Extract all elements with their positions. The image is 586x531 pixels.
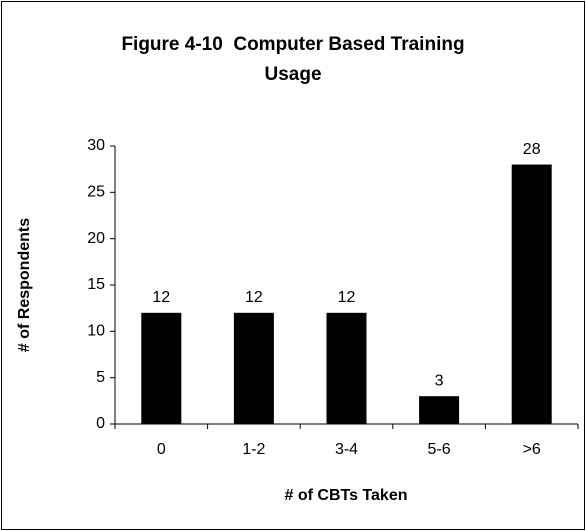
x-tick-label: 5-6: [428, 441, 451, 458]
y-tick-label: 30: [87, 137, 105, 154]
bar: [233, 312, 274, 424]
x-tick-label: 3-4: [335, 441, 358, 458]
y-tick-label: 5: [96, 369, 105, 386]
data-label: 3: [435, 372, 444, 389]
data-label: 12: [152, 289, 170, 306]
bar: [511, 164, 552, 425]
y-tick-label: 0: [96, 415, 105, 432]
x-tick-label: >6: [523, 441, 541, 458]
x-axis-label: # of CBTs Taken: [285, 487, 408, 504]
y-tick-label: 20: [87, 230, 105, 247]
y-tick-label: 10: [87, 323, 105, 340]
data-label: 28: [523, 141, 541, 158]
data-label: 12: [245, 289, 263, 306]
bar: [419, 396, 460, 424]
bar: [141, 312, 182, 424]
data-label: 12: [338, 289, 356, 306]
y-axis-label: # of Respondents: [16, 218, 33, 352]
x-tick-label: 0: [157, 441, 166, 458]
bar: [326, 312, 367, 424]
x-tick-label: 1-2: [242, 441, 265, 458]
y-tick-label: 25: [87, 184, 105, 201]
y-tick-label: 15: [87, 276, 105, 293]
chart-title: Figure 4-10 Computer Based Training Usag…: [121, 34, 470, 85]
